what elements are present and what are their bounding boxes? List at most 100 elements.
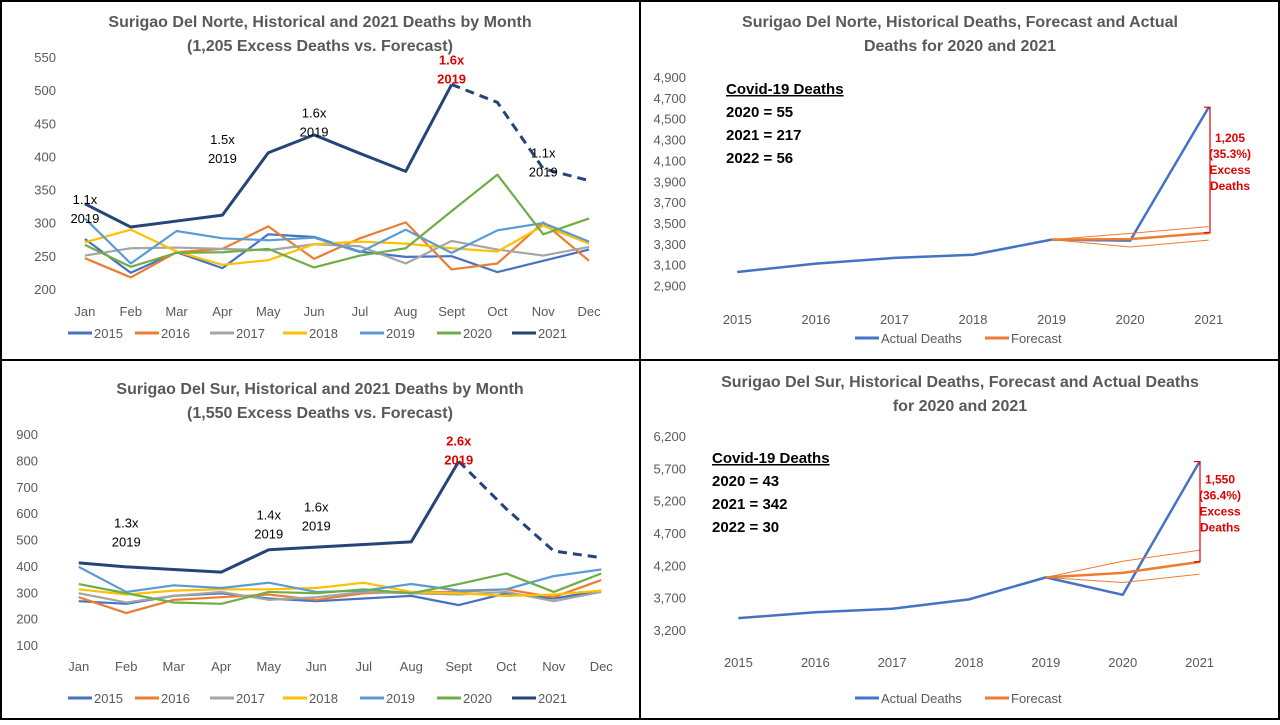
y-tick-label: 2,900 <box>653 279 686 294</box>
y-tick-label: 3,100 <box>653 258 686 273</box>
x-tick-label: Apr <box>212 304 233 319</box>
ratio-annotation: 1.1x <box>531 145 556 160</box>
y-tick-label: 500 <box>16 533 38 548</box>
legend-label: Actual Deaths <box>881 691 962 706</box>
forecast-upper-bound-line <box>1051 226 1209 241</box>
series-line-Actual Deaths <box>737 106 1210 274</box>
y-tick-label: 4,700 <box>653 91 686 106</box>
ratio-annotation: 2019 <box>254 526 283 541</box>
x-tick-label: Dec <box>578 304 602 319</box>
chart-svg-br: Surigao Del Sur, Historical Deaths, Fore… <box>653 374 1241 706</box>
x-tick-label: Jan <box>74 304 95 319</box>
x-tick-label: Aug <box>394 304 417 319</box>
x-tick-label: 2020 <box>1108 655 1137 670</box>
covid-deaths-line: 2021 = 342 <box>712 496 788 513</box>
y-tick-label: 500 <box>34 83 56 98</box>
y-tick-label: 6,200 <box>653 429 686 444</box>
ratio-annotation: 2019 <box>70 211 99 226</box>
ratio-annotation: 1.4x <box>256 507 281 522</box>
chart-svg-tl: Surigao Del Norte, Historical and 2021 D… <box>34 14 602 341</box>
y-tick-label: 600 <box>16 506 38 521</box>
chart-title-line: for 2020 and 2021 <box>893 398 1027 415</box>
y-tick-label: 4,100 <box>653 153 686 168</box>
legend-label: 2016 <box>161 326 190 341</box>
x-tick-label: Jul <box>355 659 372 674</box>
legend-label: 2019 <box>386 326 415 341</box>
legend-label: 2021 <box>538 691 567 706</box>
y-tick-label: 300 <box>34 216 56 231</box>
y-tick-label: 400 <box>16 559 38 574</box>
excess-deaths-label: 1,205 <box>1215 131 1245 145</box>
ratio-annotation: 2019 <box>112 534 141 549</box>
y-tick-label: 350 <box>34 183 56 198</box>
legend-label: 2020 <box>463 691 492 706</box>
series-line-2021 <box>84 83 453 229</box>
x-tick-label: Nov <box>532 304 556 319</box>
x-tick-label: Oct <box>496 659 517 674</box>
ratio-annotation: 1.3x <box>114 515 139 530</box>
chart-title-line: Deaths for 2020 and 2021 <box>864 38 1056 55</box>
legend-label: 2018 <box>309 326 338 341</box>
y-tick-label: 400 <box>34 149 56 164</box>
chart-svg-tr: Surigao Del Norte, Historical Deaths, Fo… <box>653 14 1251 346</box>
series-line-2015 <box>84 233 590 274</box>
x-tick-label: 2016 <box>801 312 830 327</box>
y-tick-label: 4,300 <box>653 133 686 148</box>
ratio-annotation: 1.6x <box>304 499 329 514</box>
covid-deaths-line: 2020 = 55 <box>726 104 793 121</box>
y-tick-label: 3,900 <box>653 174 686 189</box>
ratio-annotation: 2019 <box>437 72 466 87</box>
excess-deaths-label: Excess <box>1199 505 1241 519</box>
y-tick-label: 3,700 <box>653 591 686 606</box>
x-tick-label: Dec <box>590 659 614 674</box>
ratio-annotation: 2019 <box>300 125 329 140</box>
legend-label: 2021 <box>538 326 567 341</box>
series-line-2020 <box>84 173 590 269</box>
x-tick-label: 2017 <box>880 312 909 327</box>
y-tick-label: 300 <box>16 585 38 600</box>
x-tick-label: 2019 <box>1037 312 1066 327</box>
y-tick-label: 4,500 <box>653 112 686 127</box>
y-tick-label: 3,300 <box>653 237 686 252</box>
x-tick-label: Mar <box>163 659 186 674</box>
x-tick-label: Jun <box>306 659 327 674</box>
x-tick-label: Jan <box>68 659 89 674</box>
legend-label: 2015 <box>94 691 123 706</box>
chart-panel-bottom-left: Surigao Del Sur, Historical and 2021 Dea… <box>0 360 640 720</box>
y-tick-label: 450 <box>34 116 56 131</box>
x-tick-label: Sept <box>438 304 465 319</box>
x-tick-label: May <box>256 659 281 674</box>
legend-label: 2015 <box>94 326 123 341</box>
y-tick-label: 100 <box>16 638 38 653</box>
series-line-Actual Deaths <box>738 460 1201 620</box>
ratio-annotation: 1.6x <box>439 53 465 68</box>
legend-label: 2017 <box>236 691 265 706</box>
ratio-annotation: 1.5x <box>210 132 235 147</box>
excess-deaths-label: Excess <box>1209 163 1251 177</box>
series-line-2021-dashed <box>457 460 602 560</box>
x-tick-label: 2021 <box>1185 655 1214 670</box>
y-tick-label: 3,200 <box>653 623 686 638</box>
legend-label: 2017 <box>236 326 265 341</box>
legend-label: 2018 <box>309 691 338 706</box>
y-tick-label: 5,200 <box>653 494 686 509</box>
y-tick-label: 550 <box>34 50 56 65</box>
ratio-annotation: 1.1x <box>73 192 98 207</box>
excess-deaths-label: (35.3%) <box>1209 147 1251 161</box>
y-tick-label: 700 <box>16 480 38 495</box>
y-tick-label: 4,700 <box>653 526 686 541</box>
legend-label: Forecast <box>1011 691 1062 706</box>
covid-deaths-line: 2021 = 217 <box>726 127 802 144</box>
chart-title-line: (1,205 Excess Deaths vs. Forecast) <box>187 38 453 55</box>
ratio-annotation: 2019 <box>302 518 331 533</box>
x-tick-label: 2021 <box>1194 312 1223 327</box>
excess-deaths-label: (36.4%) <box>1199 489 1241 503</box>
series-line-Forecast <box>1045 560 1200 579</box>
x-tick-label: Sept <box>445 659 472 674</box>
x-tick-label: 2018 <box>955 655 984 670</box>
x-tick-label: Jul <box>352 304 369 319</box>
x-tick-label: Apr <box>211 659 232 674</box>
x-tick-label: 2019 <box>1031 655 1060 670</box>
x-tick-label: Jun <box>304 304 325 319</box>
excess-deaths-label: 1,550 <box>1205 473 1235 487</box>
